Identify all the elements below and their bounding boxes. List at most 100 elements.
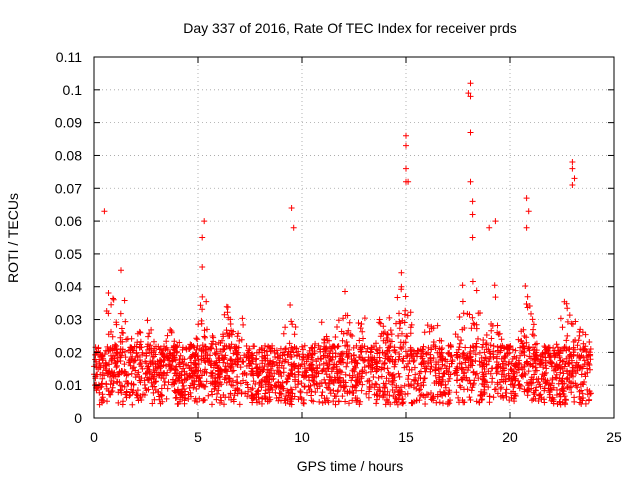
data-point: [546, 354, 553, 361]
data-point: [526, 303, 533, 309]
data-point: [561, 298, 568, 305]
data-point: [387, 401, 394, 408]
data-point: [288, 396, 295, 403]
data-point: [500, 365, 507, 372]
data-point: [467, 129, 474, 136]
data-point: [165, 379, 172, 386]
data-point: [469, 211, 476, 218]
data-point: [107, 345, 114, 351]
data-point: [503, 362, 509, 368]
data-point: [393, 398, 400, 405]
data-point: [245, 388, 252, 395]
data-point: [266, 381, 273, 388]
data-point: [249, 350, 255, 357]
data-point: [468, 325, 475, 332]
data-point: [344, 330, 350, 337]
data-point: [208, 388, 215, 395]
data-point: [430, 393, 437, 400]
data-point: [157, 363, 164, 370]
data-point: [483, 340, 490, 347]
data-point: [390, 393, 397, 400]
data-point: [494, 322, 501, 329]
data-point: [177, 390, 184, 397]
data-point: [407, 309, 414, 316]
data-point: [538, 359, 545, 366]
data-point: [396, 392, 403, 399]
data-point: [414, 380, 421, 387]
data-point: [456, 382, 463, 389]
data-point: [442, 384, 449, 391]
data-point: [445, 350, 451, 357]
data-point: [199, 264, 206, 270]
data-point: [582, 373, 589, 380]
data-point: [338, 369, 345, 376]
data-point: [227, 390, 234, 397]
data-point: [393, 384, 400, 391]
data-point: [292, 378, 299, 385]
data-point: [220, 355, 227, 362]
data-point: [145, 341, 151, 348]
data-point: [167, 367, 174, 374]
data-point: [340, 315, 347, 322]
data-point: [301, 383, 308, 390]
data-point: [431, 380, 438, 386]
data-point: [525, 382, 532, 389]
data-point: [520, 344, 527, 350]
data-point: [335, 378, 342, 384]
data-point: [336, 358, 342, 365]
data-point: [486, 224, 493, 231]
data-point: [193, 385, 200, 392]
data-point: [288, 366, 295, 373]
data-point: [561, 393, 568, 400]
data-point: [128, 370, 135, 377]
data-point: [473, 340, 480, 347]
data-point: [315, 370, 322, 377]
data-point: [523, 339, 530, 346]
data-point: [292, 324, 299, 330]
data-point: [447, 342, 454, 348]
data-point: [403, 132, 409, 139]
data-point: [158, 385, 165, 392]
data-point: [215, 371, 222, 378]
data-point: [266, 389, 273, 396]
data-point: [300, 397, 307, 403]
data-point: [342, 398, 349, 405]
data-point: [109, 369, 116, 376]
data-point: [99, 352, 106, 359]
data-point: [361, 315, 368, 322]
data-point: [571, 398, 578, 405]
data-point: [530, 350, 537, 357]
data-points: [91, 80, 594, 408]
data-point: [305, 353, 312, 359]
data-point: [179, 346, 186, 353]
data-point: [395, 356, 402, 363]
data-point: [446, 363, 453, 370]
data-point: [104, 343, 111, 350]
data-point: [264, 352, 271, 359]
data-point: [492, 386, 499, 393]
data-point: [572, 370, 579, 377]
data-point: [467, 93, 474, 100]
data-point: [167, 326, 174, 333]
data-point: [221, 401, 227, 408]
data-point: [459, 376, 466, 383]
data-point: [427, 354, 434, 361]
data-point: [428, 390, 434, 396]
data-point: [360, 335, 366, 342]
data-point: [196, 395, 203, 402]
data-point: [436, 370, 443, 377]
data-point: [148, 379, 155, 386]
data-point: [407, 330, 414, 337]
data-point: [299, 343, 305, 350]
data-point: [127, 391, 134, 398]
data-point: [221, 311, 228, 318]
data-point: [280, 349, 286, 356]
data-point: [224, 360, 231, 367]
axes: [93, 56, 615, 419]
data-point: [478, 397, 485, 403]
data-point: [215, 387, 222, 394]
data-point: [250, 368, 256, 375]
data-point: [258, 366, 265, 373]
data-point: [278, 397, 284, 404]
data-point: [568, 389, 575, 396]
